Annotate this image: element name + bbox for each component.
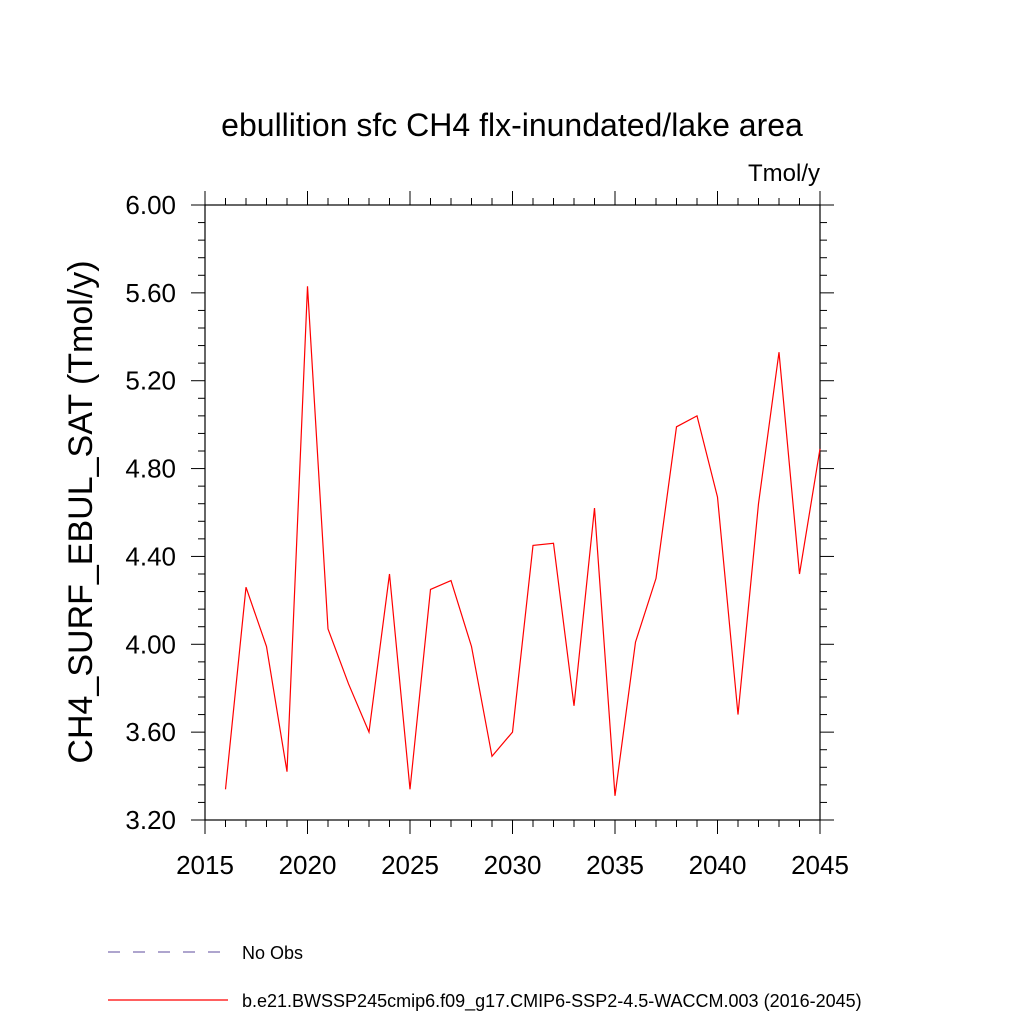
y-tick-label: 4.40 (125, 541, 176, 571)
y-tick-label: 6.00 (125, 190, 176, 220)
chart-title: ebullition sfc CH4 flx-inundated/lake ar… (221, 107, 803, 143)
x-tick-label: 2035 (586, 850, 644, 880)
legend: No Obs b.e21.BWSSP245cmip6.f09_g17.CMIP6… (108, 943, 862, 1012)
x-tick-label: 2015 (176, 850, 234, 880)
y-tick-label: 3.20 (125, 805, 176, 835)
y-axis: 3.20 3.60 4.00 4.40 4.80 5.20 5.60 6.00 (125, 190, 834, 835)
legend-label-no-obs: No Obs (242, 943, 303, 963)
y-tick-label: 5.60 (125, 278, 176, 308)
x-tick-label: 2045 (791, 850, 849, 880)
y-axis-label: CH4_SURF_EBUL_SAT (Tmol/y) (62, 260, 100, 763)
y-tick-label: 4.00 (125, 629, 176, 659)
x-tick-label: 2040 (689, 850, 747, 880)
x-tick-label: 2020 (279, 850, 337, 880)
x-tick-label: 2025 (381, 850, 439, 880)
x-axis: 2015 2020 2025 2030 2035 2040 2045 (176, 191, 849, 880)
y-tick-label: 5.20 (125, 366, 176, 396)
legend-label-waccm: b.e21.BWSSP245cmip6.f09_g17.CMIP6-SSP2-4… (242, 991, 862, 1012)
y-tick-label: 4.80 (125, 454, 176, 484)
x-tick-label: 2030 (484, 850, 542, 880)
y-tick-label: 3.60 (125, 717, 176, 747)
units-label: Tmol/y (748, 160, 820, 187)
series-layer (224, 286, 821, 796)
series-line (224, 286, 821, 796)
